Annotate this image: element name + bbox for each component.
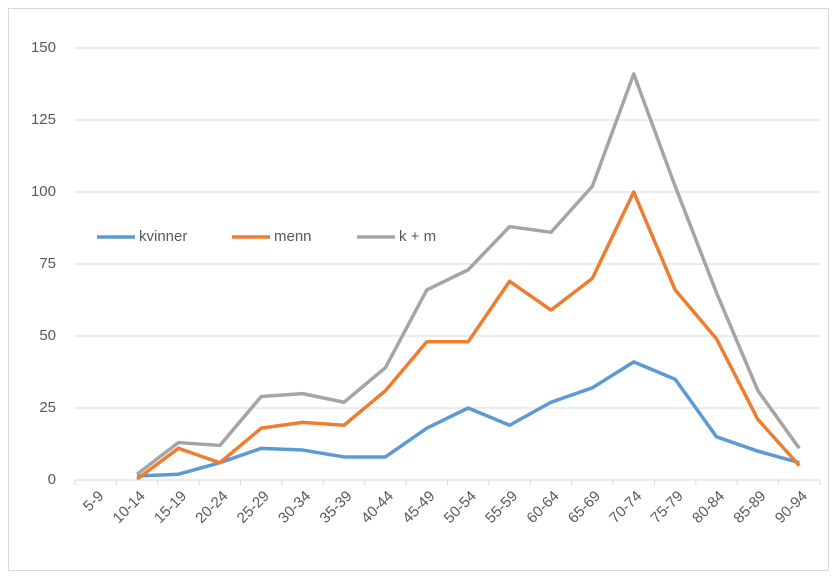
chart-border	[8, 8, 829, 571]
legend-label: menn	[274, 228, 312, 245]
y-tick-label: 25	[39, 399, 56, 416]
y-tick-label: 0	[48, 471, 56, 488]
line	[136, 190, 801, 481]
line	[136, 72, 801, 476]
y-tick-label: 100	[31, 183, 56, 200]
y-tick-label: 150	[31, 39, 56, 56]
y-tick-label: 75	[39, 255, 56, 272]
y-tick-label: 50	[39, 327, 56, 344]
legend-label: k + m	[399, 228, 436, 245]
line	[137, 360, 800, 478]
legend-label: kvinner	[139, 228, 187, 245]
y-tick-label: 125	[31, 111, 56, 128]
